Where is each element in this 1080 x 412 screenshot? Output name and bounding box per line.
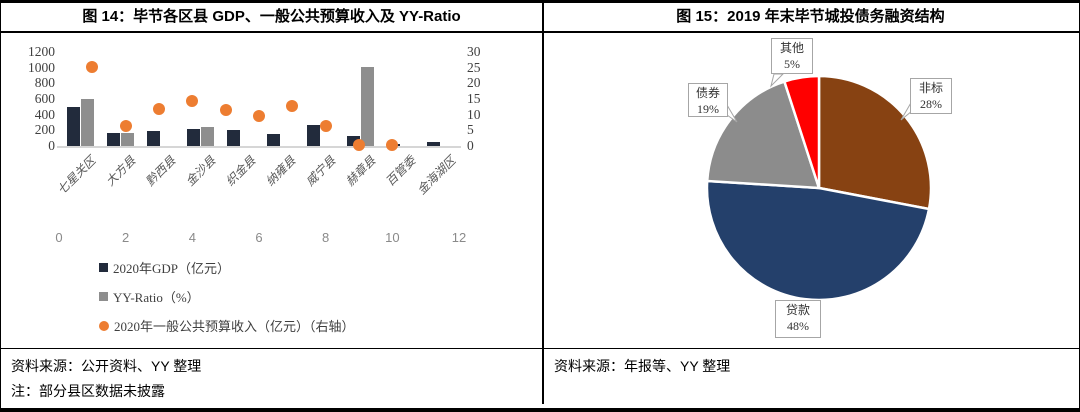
pie-slice-其他 xyxy=(782,74,821,189)
legend-label: 2020年GDP（亿元） xyxy=(113,261,231,276)
secondary-x-axis-tick: 0 xyxy=(55,230,63,245)
income-dot xyxy=(119,119,132,132)
income-dot xyxy=(186,95,199,108)
figure-14-title: 图 14：毕节各区县 GDP、一般公共预算收入及 YY-Ratio xyxy=(1,3,544,31)
pie-callout-非标: 非标 28% xyxy=(910,78,952,114)
income-dot xyxy=(219,103,232,116)
y-axis-tick-right: 20 xyxy=(467,75,481,91)
gdp-bar xyxy=(267,134,280,146)
income-dot xyxy=(386,139,399,152)
y-axis-tick-left: 1200 xyxy=(28,44,55,59)
sources-row: 资料来源：公开资料、YY 整理 注：部分县区数据未披露 资料来源：年报等、YY … xyxy=(1,348,1079,404)
x-axis-category-label: 大方县 xyxy=(102,153,139,189)
y-axis-tick-right: 25 xyxy=(467,59,481,75)
gdp-combo-chart-cell: 1200 1000 800 600 400 200 0 30 25 20 15 10 5 0 七星关区 大方县… xyxy=(1,33,544,348)
pie-slice-贷款 xyxy=(705,179,931,302)
figure-15-title: 图 15：2019 年末毕节城投债务融资结构 xyxy=(676,8,945,25)
income-dot xyxy=(153,103,165,116)
y-axis-tick-left: 800 xyxy=(34,75,55,91)
pie-callout-其他: 其他 5% xyxy=(771,38,813,74)
legend-marker-square xyxy=(99,263,108,272)
yy-ratio-bar xyxy=(201,126,214,146)
charts-row: 1200 1000 800 600 400 200 0 30 25 20 15 10 5 0 七星关区 大方县… xyxy=(1,33,1079,348)
income-dot xyxy=(286,99,299,112)
y-axis-tick-left: 1000 xyxy=(28,59,55,75)
x-axis-category-label: 金沙县 xyxy=(182,153,219,189)
pie-callout-percent: 5% xyxy=(784,57,800,71)
income-dot xyxy=(253,109,265,122)
callout-pointer-其他 xyxy=(770,73,785,88)
yy-ratio-bar xyxy=(361,67,374,146)
titles-row: 图 14：毕节各区县 GDP、一般公共预算收入及 YY-Ratio 图 15：2… xyxy=(1,3,1079,33)
secondary-x-axis-tick: 12 xyxy=(451,230,467,245)
legend-marker-circle xyxy=(99,320,109,331)
gdp-bar xyxy=(187,128,200,146)
secondary-x-axis-tick: 8 xyxy=(322,230,330,245)
x-axis-category-label: 七星关区 xyxy=(54,153,99,198)
x-axis-category-label: 威宁县 xyxy=(302,153,339,189)
gdp-bar xyxy=(427,142,440,146)
pie-callout-label: 非标 xyxy=(918,81,943,95)
pie-callout-percent: 19% xyxy=(697,102,719,116)
legend-item: 2020年GDP（亿元） xyxy=(99,259,355,276)
pie-slice-债券 xyxy=(705,79,821,190)
legend-label: YY-Ratio（%） xyxy=(113,290,200,305)
debt-structure-pie-chart: 非标 28% 贷款 48% 债券 19% 其他 5% xyxy=(544,33,1077,348)
right-source-cell: 资料来源：年报等、YY 整理 xyxy=(544,349,1077,404)
y-axis-tick-right: 30 xyxy=(467,44,481,59)
left-source-text: 资料来源：公开资料、YY 整理 xyxy=(11,358,202,374)
gdp-bar xyxy=(147,131,160,146)
income-dot xyxy=(319,120,332,133)
secondary-x-axis-tick: 4 xyxy=(188,230,196,245)
gdp-bar xyxy=(67,106,80,146)
y-axis-tick-left: 400 xyxy=(34,106,55,122)
y-axis-tick-left: 0 xyxy=(48,138,55,153)
debt-pie-chart-cell: 非标 28% 贷款 48% 债券 19% 其他 5% xyxy=(544,33,1077,348)
legend-marker-square xyxy=(99,292,108,301)
x-axis-category-label: 金海湖区 xyxy=(414,153,459,198)
x-axis-category-label: 黔西县 xyxy=(142,153,179,189)
legend-item: 2020年一般公共预算收入（亿元）（右轴） xyxy=(99,317,355,334)
y-axis-tick-right: 5 xyxy=(467,122,474,138)
x-axis-line xyxy=(57,146,461,148)
y-axis-tick-right: 10 xyxy=(467,106,481,122)
pie-callout-债券: 债券 19% xyxy=(688,83,728,117)
chart-legend: 2020年GDP（亿元） YY-Ratio（%） 2020年一般公共预算收入（亿元）… xyxy=(99,259,355,346)
pie-callout-percent: 28% xyxy=(920,97,942,111)
y-axis-tick-left: 200 xyxy=(34,122,55,138)
x-axis-category-label: 织金县 xyxy=(222,153,259,189)
secondary-x-axis-tick: 6 xyxy=(255,230,263,245)
secondary-x-axis-tick: 10 xyxy=(385,230,400,245)
gdp-combo-chart: 1200 1000 800 600 400 200 0 30 25 20 15 10 5 0 七星关区 大方县… xyxy=(1,33,542,348)
legend-item: YY-Ratio（%） xyxy=(99,288,355,305)
right-source-text: 资料来源：年报等、YY 整理 xyxy=(554,358,731,374)
pie-svg xyxy=(705,73,933,302)
pie-callout-贷款: 贷款 48% xyxy=(775,300,821,338)
gdp-bar xyxy=(307,125,320,146)
pie-callout-percent: 48% xyxy=(787,319,809,333)
left-note-text: 注：部分县区数据未披露 xyxy=(11,383,165,399)
gdp-bar xyxy=(107,133,120,146)
yy-ratio-bar xyxy=(81,99,94,146)
y-axis-tick-left: 600 xyxy=(34,91,55,106)
y-axis-tick-right: 0 xyxy=(467,138,474,153)
yy-ratio-bar xyxy=(121,132,134,146)
income-dot xyxy=(86,61,99,74)
secondary-x-axis-tick: 2 xyxy=(122,230,130,245)
legend-label: 2020年一般公共预算收入（亿元）（右轴） xyxy=(114,319,355,334)
pie-callout-label: 债券 xyxy=(695,86,720,100)
x-axis-category-label: 纳雍县 xyxy=(262,153,299,189)
pie-callout-label: 其他 xyxy=(779,41,804,55)
left-source-cell: 资料来源：公开资料、YY 整理 注：部分县区数据未披露 xyxy=(1,349,544,404)
gdp-bar xyxy=(227,129,240,146)
pie-callout-label: 贷款 xyxy=(785,303,810,317)
income-dot xyxy=(353,139,365,152)
y-axis-tick-right: 15 xyxy=(467,91,481,106)
x-axis-category-label: 赫章县 xyxy=(342,153,379,189)
